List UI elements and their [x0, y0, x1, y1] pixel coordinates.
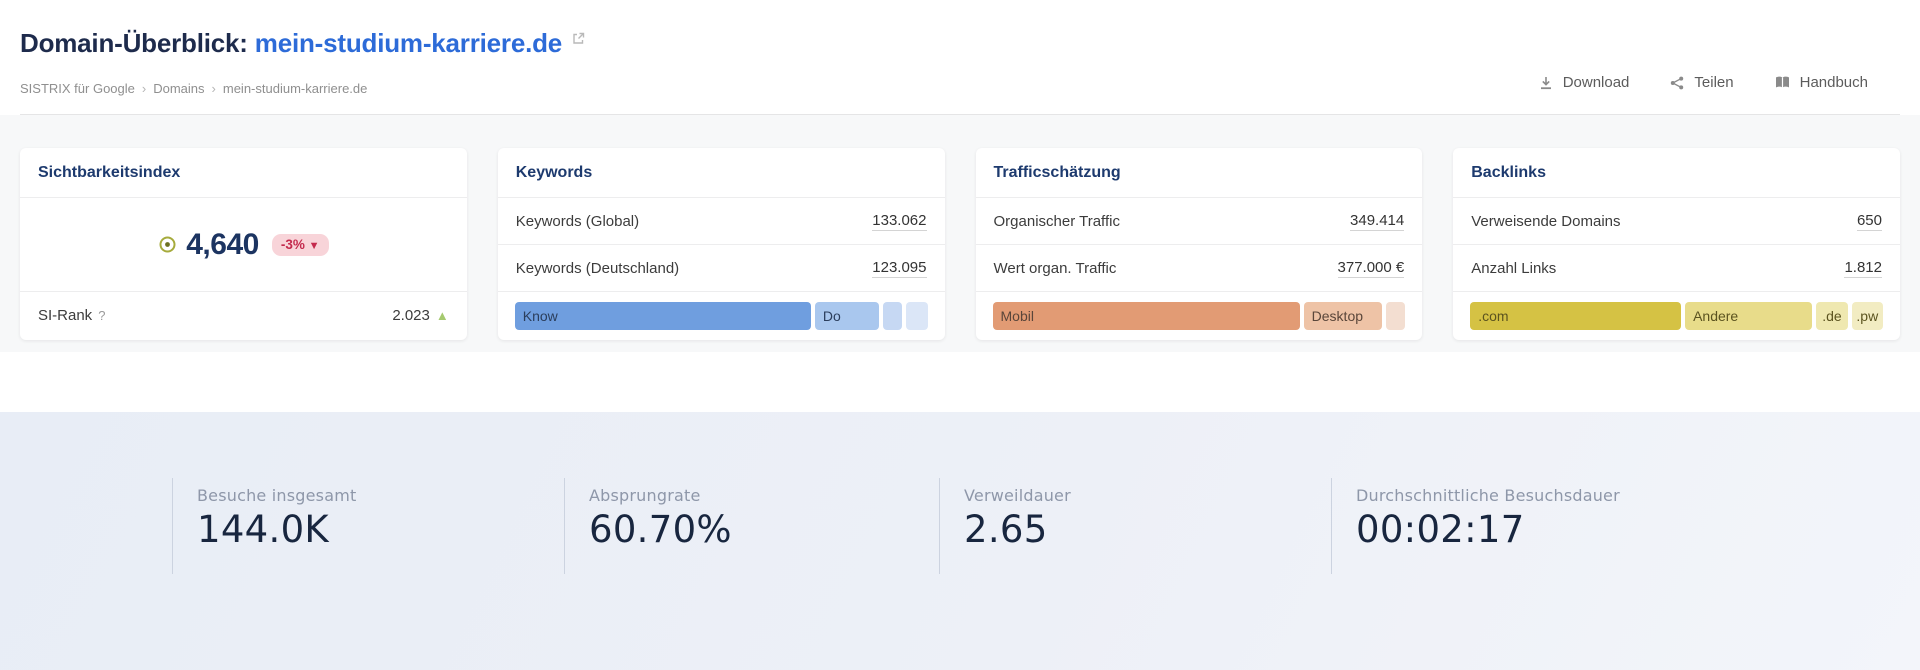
stat-dwell-time-value: 2.65 — [964, 508, 1048, 551]
link-count-label: Anzahl Links — [1471, 259, 1557, 277]
keywords-global-value[interactable]: 133.062 — [872, 211, 927, 231]
keywords-bar-segment-know[interactable]: Know — [514, 302, 811, 330]
stat-avg-visit-duration: Durchschnittliche Besuchsdauer 00:02:17 — [1331, 478, 1620, 574]
segment-label: .de — [1822, 308, 1842, 324]
backlinks-bar-segment-pw[interactable]: .pw — [1851, 302, 1883, 330]
organic-traffic-label: Organischer Traffic — [993, 212, 1120, 230]
traffic-value-value[interactable]: 377.000 € — [1337, 258, 1405, 278]
help-icon[interactable]: ? — [98, 308, 106, 323]
visibility-index-value: 4,640 — [186, 227, 259, 261]
traffic-value-row: Wert organ. Traffic 377.000 € — [975, 245, 1423, 292]
keywords-global-row: Keywords (Global) 133.062 — [497, 198, 945, 245]
page-title-prefix: Domain-Überblick: — [20, 28, 248, 58]
external-link-icon[interactable] — [571, 31, 586, 46]
organic-traffic-row: Organischer Traffic 349.414 — [975, 198, 1423, 245]
keywords-global-label: Keywords (Global) — [515, 212, 640, 230]
stat-dwell-time: Verweildauer 2.65 — [939, 478, 1071, 574]
page-title: Domain-Überblick: mein-studium-karriere.… — [20, 28, 586, 59]
backlinks-tld-bar: .com Andere .de .pw — [1470, 302, 1883, 330]
backlinks-tld-bar-row: .com Andere .de .pw — [1453, 292, 1900, 340]
referring-domains-label: Verweisende Domains — [1471, 212, 1621, 230]
referring-domains-value[interactable]: 650 — [1856, 211, 1882, 231]
stat-bounce-rate: Absprungrate 60.70% — [564, 478, 732, 574]
segment-label: Mobil — [1000, 308, 1034, 324]
traffic-bar-segment-mobile[interactable]: Mobil — [992, 302, 1300, 330]
card-backlinks: Backlinks Verweisende Domains 650 Anzahl… — [1453, 148, 1900, 340]
breadcrumb-item-domains[interactable]: Domains — [153, 81, 205, 96]
card-traffic-estimate: Trafficschätzung Organischer Traffic 349… — [975, 148, 1423, 340]
link-count-value[interactable]: 1.812 — [1844, 258, 1882, 278]
visibility-change-value: -3% — [280, 236, 305, 252]
segment-label: .pw — [1856, 308, 1879, 324]
keywords-germany-value[interactable]: 123.095 — [872, 258, 927, 278]
handbook-button[interactable]: Handbuch — [1774, 74, 1868, 91]
arrow-up-icon: ▲ — [435, 308, 449, 323]
card-backlinks-title: Backlinks — [1453, 148, 1900, 198]
stat-bounce-rate-value: 60.70% — [589, 508, 732, 551]
share-button[interactable]: Teilen — [1669, 74, 1734, 91]
overview-cards: Sichtbarkeitsindex 4,640 -3% ▼ SI-Rank? … — [20, 148, 1900, 340]
stat-avg-visit-duration-label: Durchschnittliche Besuchsdauer — [1356, 486, 1620, 505]
link-count-row: Anzahl Links 1.812 — [1453, 245, 1900, 292]
download-icon — [1538, 75, 1554, 91]
organic-traffic-value[interactable]: 349.414 — [1350, 211, 1405, 231]
card-traffic-title: Trafficschätzung — [975, 148, 1423, 198]
share-label: Teilen — [1694, 74, 1734, 91]
stat-total-visits-label: Besuche insgesamt — [197, 486, 357, 505]
card-visibility-title: Sichtbarkeitsindex — [20, 148, 467, 198]
share-icon — [1669, 75, 1685, 91]
si-rank-value: 2.023 — [392, 307, 430, 324]
download-label: Download — [1562, 74, 1630, 91]
segment-label: Know — [522, 308, 558, 324]
segment-label: Andere — [1693, 308, 1739, 324]
arrow-down-icon: ▼ — [308, 239, 320, 252]
backlinks-bar-segment-com[interactable]: .com — [1470, 302, 1682, 330]
keywords-bar-segment-other-1[interactable] — [882, 302, 903, 330]
segment-label: .com — [1478, 308, 1509, 324]
stat-total-visits: Besuche insgesamt 144.0K — [172, 478, 357, 574]
visibility-value-area: 4,640 -3% ▼ — [20, 198, 467, 292]
stat-total-visits-value: 144.0K — [197, 508, 329, 551]
segment-label: Desktop — [1311, 308, 1364, 324]
si-rank-row: SI-Rank? 2.023 ▲ — [20, 292, 467, 339]
header-divider — [20, 114, 1900, 115]
segment-label: Do — [822, 308, 841, 324]
card-visibility-index: Sichtbarkeitsindex 4,640 -3% ▼ SI-Rank? … — [20, 148, 467, 340]
keywords-intent-bar-row: Know Do — [498, 292, 945, 340]
analytics-panel: Besuche insgesamt 144.0K Absprungrate 60… — [0, 412, 1920, 670]
traffic-value-label: Wert organ. Traffic — [993, 259, 1117, 277]
traffic-bar-segment-desktop[interactable]: Desktop — [1303, 302, 1382, 330]
keywords-germany-label: Keywords (Deutschland) — [515, 259, 680, 277]
header-actions: Download Teilen Handbuch — [1538, 74, 1868, 91]
handbook-label: Handbuch — [1799, 74, 1868, 91]
stat-dwell-time-label: Verweildauer — [964, 486, 1071, 505]
breadcrumb-item-sistrix[interactable]: SISTRIX für Google — [20, 81, 135, 96]
stat-bounce-rate-label: Absprungrate — [589, 486, 701, 505]
target-icon — [158, 235, 177, 254]
card-keywords-title: Keywords — [497, 148, 945, 198]
breadcrumb-separator: › — [141, 81, 147, 96]
backlinks-bar-segment-de[interactable]: .de — [1816, 302, 1848, 330]
keywords-bar-segment-other-2[interactable] — [906, 302, 928, 330]
si-rank-label: SI-Rank — [38, 307, 93, 324]
keywords-bar-segment-do[interactable]: Do — [814, 302, 879, 330]
domain-link[interactable]: mein-studium-karriere.de — [254, 28, 563, 58]
breadcrumb-separator: › — [211, 81, 216, 96]
visibility-change-badge: -3% ▼ — [271, 233, 329, 256]
keywords-intent-bar: Know Do — [514, 302, 928, 330]
card-keywords: Keywords Keywords (Global) 133.062 Keywo… — [497, 148, 945, 340]
breadcrumb-item-current: mein-studium-karriere.de — [222, 81, 368, 96]
referring-domains-row: Verweisende Domains 650 — [1453, 198, 1900, 245]
backlinks-bar-segment-andere[interactable]: Andere — [1685, 302, 1813, 330]
handbook-icon — [1774, 75, 1791, 90]
stat-avg-visit-duration-value: 00:02:17 — [1356, 508, 1525, 551]
traffic-bar-segment-other[interactable] — [1385, 302, 1406, 330]
traffic-device-bar: Mobil Desktop — [992, 302, 1406, 330]
breadcrumb: SISTRIX für Google › Domains › mein-studium-… — [20, 81, 367, 96]
download-button[interactable]: Download — [1538, 74, 1630, 91]
traffic-device-bar-row: Mobil Desktop — [976, 292, 1423, 340]
keywords-germany-row: Keywords (Deutschland) 123.095 — [497, 245, 945, 292]
